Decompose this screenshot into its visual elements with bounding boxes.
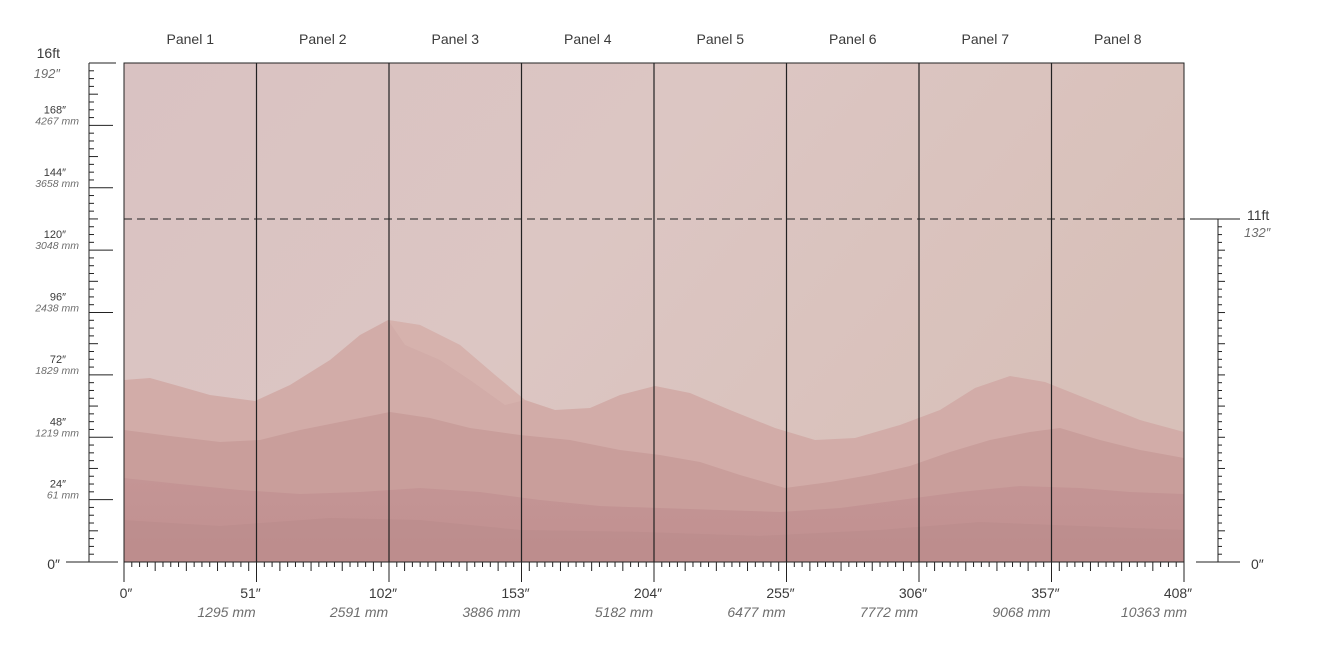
left-zero-label: 0″: [47, 556, 60, 572]
bottom-mm-label: 3886 mm: [462, 604, 521, 620]
bottom-inch-label: 357″: [1031, 585, 1059, 601]
panel-label: Panel 4: [564, 31, 612, 47]
bottom-width-scale: 0″ 51″ 1295 mm 102″ 2591 mm 153″ 3886 mm 204″ 51…: [120, 562, 1192, 620]
bottom-mm-label: 2591 mm: [329, 604, 389, 620]
left-top-in-label: 192″: [34, 66, 61, 81]
left-inch-label: 24″: [50, 479, 66, 491]
bottom-inch-label: 51″: [240, 585, 261, 601]
bottom-inch-label: 306″: [899, 585, 927, 601]
bottom-inch-label: 0″: [120, 585, 133, 601]
panel-label: Panel 8: [1094, 31, 1142, 47]
bottom-inch-label: 102″: [369, 585, 397, 601]
bottom-mm-label: 10363 mm: [1121, 604, 1187, 620]
panel-label: Panel 6: [829, 31, 877, 47]
left-mm-label: 3048 mm: [35, 240, 79, 252]
bottom-mm-label: 5182 mm: [595, 604, 654, 620]
bottom-inch-label: 255″: [766, 585, 794, 601]
left-inch-label: 168″: [44, 104, 66, 116]
panel-labels: Panel 1 Panel 2 Panel 3 Panel 4 Panel 5 Panel…: [167, 31, 1142, 47]
left-height-scale: 16ft 192″ 0″ 168″4267 mm 144″3658 mm 120″3…: [34, 45, 118, 572]
panel-label: Panel 5: [697, 31, 745, 47]
left-mm-label: 1829 mm: [35, 365, 79, 377]
left-mm-label: 61 mm: [47, 490, 79, 502]
right-zero-label: 0″: [1251, 556, 1264, 572]
right-height-scale: 11ft 132″ 0″: [1196, 207, 1271, 572]
left-mm-label: 3658 mm: [35, 178, 79, 190]
panel-label: Panel 1: [167, 31, 215, 47]
panel-label: Panel 7: [962, 31, 1010, 47]
left-mm-label: 2438 mm: [34, 303, 79, 315]
right-in-label: 132″: [1244, 225, 1271, 240]
bottom-mm-label: 7772 mm: [860, 604, 919, 620]
right-ft-label: 11ft: [1247, 207, 1269, 223]
left-inch-label: 72″: [50, 354, 66, 366]
panel-dividers: [255, 63, 1053, 562]
left-inch-label: 144″: [44, 167, 66, 179]
left-inch-label: 48″: [50, 416, 66, 428]
left-top-ft-label: 16ft: [37, 45, 60, 61]
panel-label: Panel 2: [299, 31, 347, 47]
left-inch-label: 120″: [44, 229, 66, 241]
bottom-inch-label: 204″: [634, 585, 662, 601]
panel-label: Panel 3: [432, 31, 480, 47]
bottom-mm-label: 9068 mm: [992, 604, 1051, 620]
left-inch-label: 96″: [50, 292, 66, 304]
left-mm-label: 1219 mm: [35, 427, 79, 439]
bottom-inch-label: 153″: [501, 585, 529, 601]
bottom-mm-label: 6477 mm: [727, 604, 786, 620]
bottom-mm-label: 1295 mm: [197, 604, 256, 620]
left-mm-label: 4267 mm: [35, 115, 79, 127]
bottom-inch-label: 408″: [1164, 585, 1192, 601]
